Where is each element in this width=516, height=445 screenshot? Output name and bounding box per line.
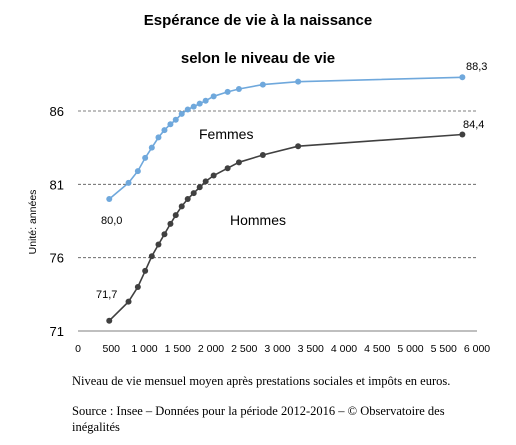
data-point (142, 267, 149, 274)
data-point (184, 106, 191, 113)
x-tick-label: 5 500 (431, 343, 457, 355)
data-point (125, 298, 132, 305)
x-tick-label: 5 000 (397, 343, 423, 355)
data-point (210, 172, 217, 179)
data-point (259, 152, 266, 158)
line-chart: 71 76 81 86 0 500 1 000 1 500 2 000 2 500 3 000 3 5… (27, 61, 490, 355)
series-label-femmes: Femmes (199, 126, 253, 142)
data-point (202, 97, 209, 104)
data-point (167, 220, 174, 227)
data-label-hommes-end: 84,4 (463, 119, 484, 131)
x-tick-label: 6 000 (464, 343, 490, 355)
data-point (224, 165, 231, 172)
x-tick-label: 2 000 (198, 343, 224, 355)
data-point (224, 88, 231, 95)
data-point (259, 81, 266, 88)
y-tick-label: 81 (50, 177, 64, 192)
data-point (134, 284, 141, 290)
data-point (178, 203, 185, 210)
x-tick-label: 1 000 (131, 343, 157, 355)
x-tick-label: 500 (102, 343, 120, 355)
data-point (106, 196, 113, 202)
y-axis-label: Unité: années (27, 190, 39, 255)
series-label-hommes: Hommes (230, 212, 286, 228)
x-tick-label: 3 000 (264, 343, 290, 355)
data-point (235, 86, 242, 92)
x-tick-label: 4 000 (331, 343, 357, 355)
data-point (161, 127, 168, 134)
data-point (167, 121, 174, 128)
caption-source: Source : Insee – Données pour la période… (72, 404, 445, 434)
data-point (210, 93, 217, 100)
data-point (184, 196, 191, 202)
data-point (148, 253, 155, 260)
chart-title: Espérance de vie à la naissance (143, 12, 373, 29)
data-point (125, 179, 132, 186)
data-point (196, 100, 203, 107)
x-tick-label: 3 500 (298, 343, 324, 355)
data-point (295, 143, 302, 150)
data-label-femmes-start: 80,0 (101, 215, 122, 227)
data-label-femmes-end: 88,3 (466, 61, 487, 73)
data-point (295, 78, 302, 85)
x-tick-label: 0 (75, 343, 81, 355)
y-tick-label: 86 (50, 104, 64, 119)
data-point (161, 231, 168, 238)
data-point (155, 241, 162, 248)
x-tick-label: 2 500 (231, 343, 257, 355)
data-point (235, 159, 242, 166)
data-point (202, 178, 209, 185)
x-tick-label: 1 500 (165, 343, 191, 355)
data-point (172, 116, 179, 123)
caption-units: Niveau de vie mensuel moyen après presta… (72, 374, 451, 388)
data-point (459, 131, 466, 138)
data-point (190, 190, 197, 197)
data-point (148, 144, 155, 151)
data-point (172, 212, 179, 219)
chart-subtitle: selon le niveau de vie (180, 50, 336, 67)
data-point (190, 103, 197, 110)
data-point (155, 134, 162, 141)
y-tick-label: 71 (50, 324, 64, 339)
data-point (142, 154, 149, 161)
data-point (134, 168, 141, 175)
data-point (106, 317, 113, 324)
data-point (178, 110, 185, 117)
data-point (196, 184, 203, 191)
y-tick-label: 76 (50, 251, 64, 266)
data-point (459, 74, 466, 81)
x-tick-label: 4 500 (364, 343, 390, 355)
data-label-hommes-start: 71,7 (96, 289, 117, 301)
